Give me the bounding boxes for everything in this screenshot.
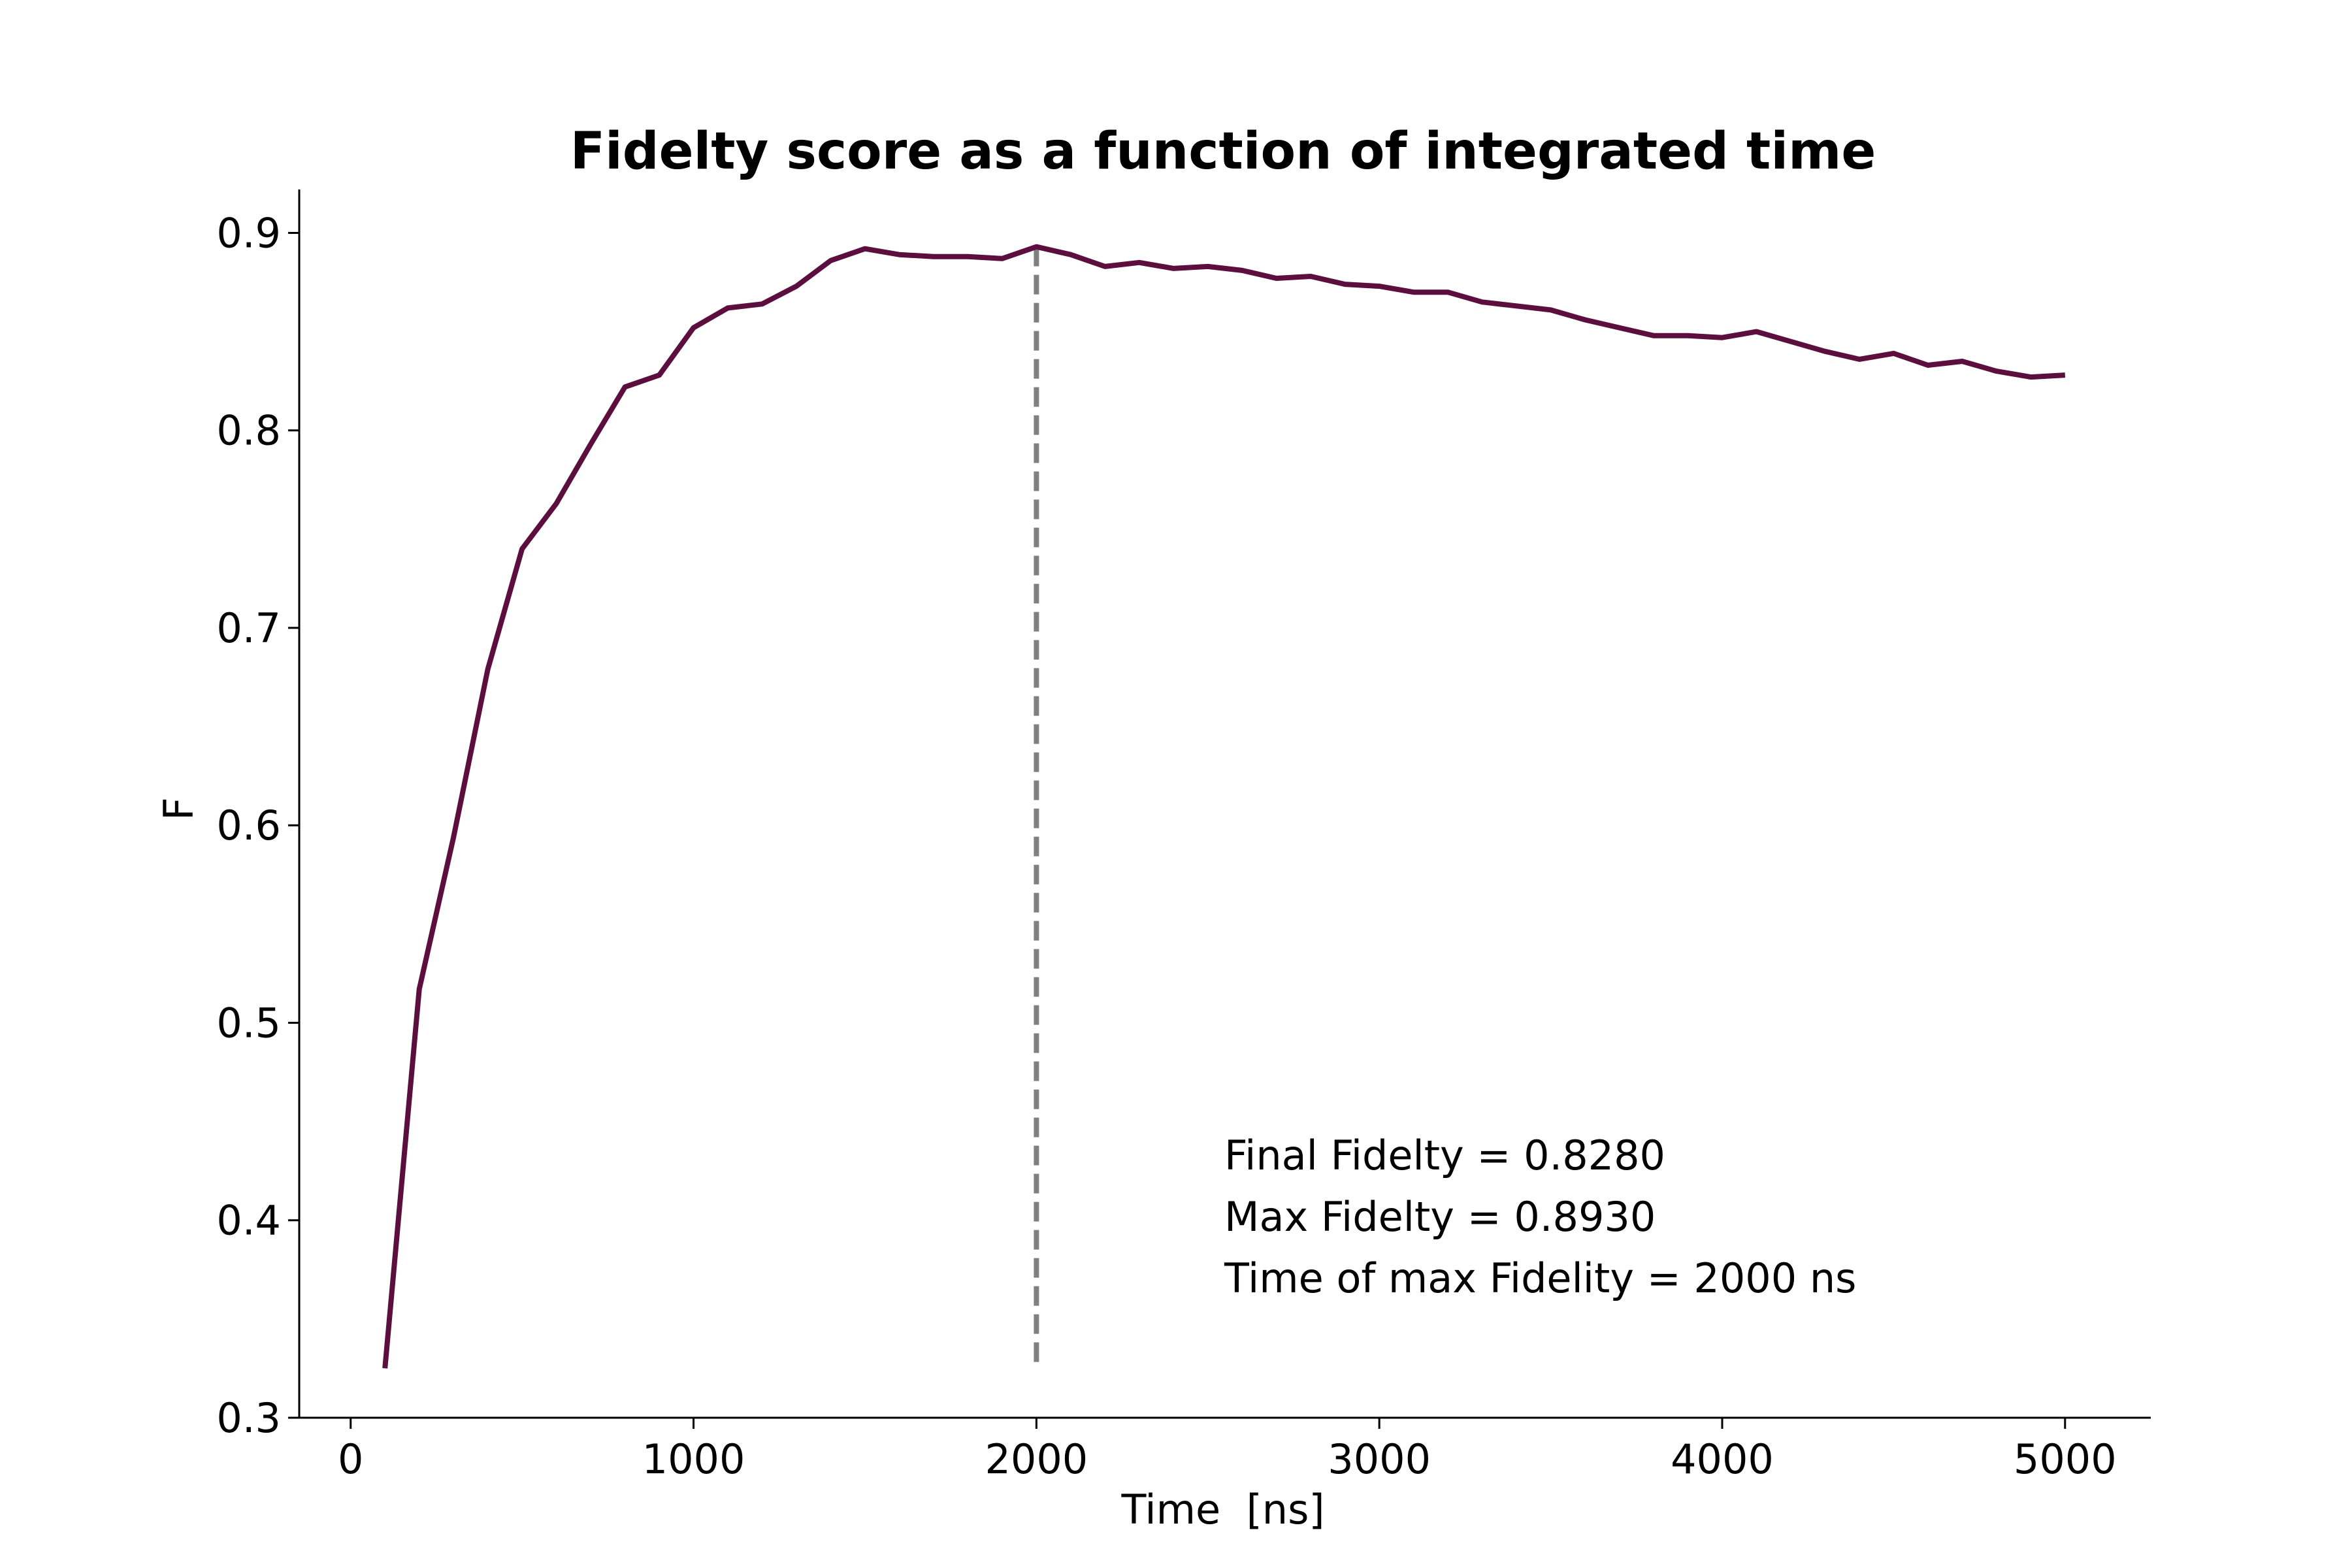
y-tick-label: 0.5 (216, 999, 281, 1047)
x-tick-label: 0 (338, 1435, 363, 1483)
x-tick-label: 5000 (2014, 1435, 2117, 1483)
chart-title: Fidelty score as a function of integrate… (570, 122, 1876, 181)
y-tick-label: 0.7 (216, 604, 281, 652)
x-axis-ticks: 0 1000 2000 3000 4000 5000 (338, 1418, 2117, 1483)
max-fidelity-annotation: Max Fidelty = 0.8930 (1224, 1193, 1656, 1241)
y-tick-label: 0.6 (216, 802, 281, 849)
y-tick-label: 0.9 (216, 209, 281, 257)
x-tick-label: 4000 (1671, 1435, 1774, 1483)
fidelity-series-line (382, 244, 2066, 1369)
annotation-block: Final Fidelty = 0.8280 Max Fidelty = 0.8… (1224, 1132, 1856, 1302)
y-axis-label: F (155, 797, 203, 821)
time-of-max-annotation: Time of max Fidelity = 2000 ns (1224, 1254, 1856, 1302)
x-tick-label: 2000 (985, 1435, 1088, 1483)
x-tick-label: 3000 (1328, 1435, 1431, 1483)
final-fidelity-annotation: Final Fidelty = 0.8280 (1224, 1132, 1665, 1179)
y-tick-label: 0.3 (216, 1394, 281, 1442)
x-axis-label: Time [ns] (1120, 1486, 1324, 1533)
y-tick-label: 0.4 (216, 1197, 281, 1245)
x-tick-label: 1000 (642, 1435, 745, 1483)
y-axis-ticks: 0.3 0.4 0.5 0.6 0.7 0.8 0.9 (216, 209, 299, 1442)
plot-area: 0 1000 2000 3000 4000 5000 0.3 0.4 0.5 0.6 0.7 0.8… (216, 189, 2151, 1483)
y-tick-label: 0.8 (216, 407, 281, 455)
